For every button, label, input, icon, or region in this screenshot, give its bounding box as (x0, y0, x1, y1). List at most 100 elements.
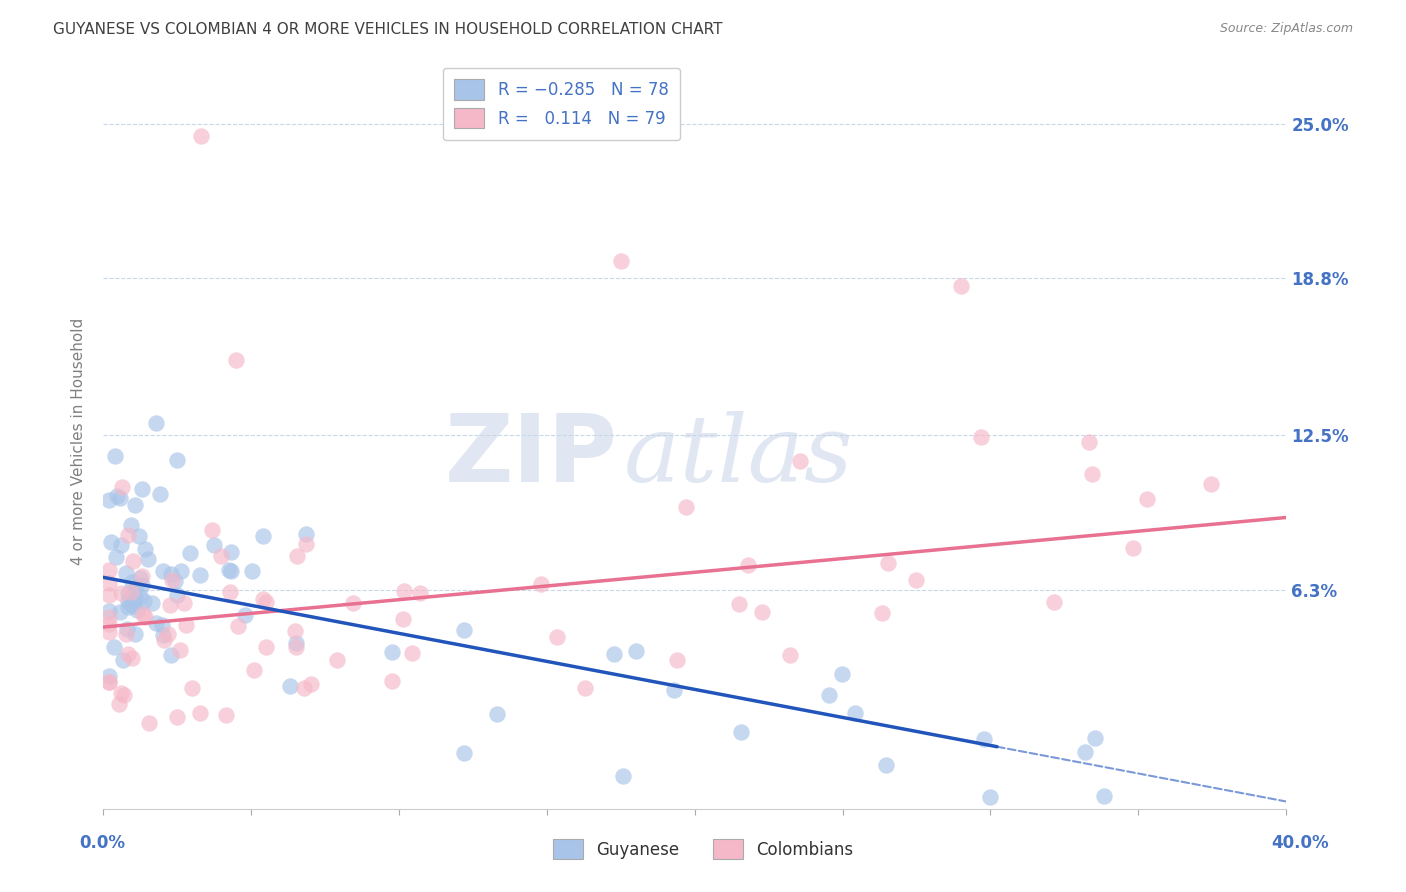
Point (108, 491, 131, 505)
Point (877, 556, 900, 570)
Point (132, 607, 155, 621)
Point (153, 632, 176, 647)
Point (453, 746, 475, 760)
Point (188, 568, 211, 582)
Point (201, 524, 224, 538)
Point (120, 584, 142, 599)
Point (1199, 477, 1222, 491)
Point (844, 706, 866, 720)
Text: 0.0%: 0.0% (80, 834, 125, 852)
Point (905, 573, 928, 587)
Point (103, 640, 125, 654)
Point (546, 630, 568, 644)
Point (283, 624, 305, 639)
Point (117, 585, 139, 599)
Point (159, 566, 181, 581)
Point (409, 586, 432, 600)
Point (215, 708, 238, 723)
Point (127, 603, 149, 617)
Point (152, 628, 174, 642)
Point (730, 725, 752, 739)
Point (1122, 541, 1144, 555)
Point (278, 679, 301, 693)
Point (97, 616, 120, 631)
Point (117, 593, 139, 607)
Point (603, 647, 626, 661)
Point (131, 569, 153, 583)
Y-axis label: 4 or more Vehicles in Household: 4 or more Vehicles in Household (72, 318, 86, 566)
Point (97, 674, 120, 689)
Point (97, 610, 120, 624)
Point (218, 584, 240, 599)
Point (218, 563, 240, 577)
Point (299, 677, 322, 691)
Point (209, 549, 232, 564)
Point (145, 416, 167, 430)
Point (728, 598, 751, 612)
Point (675, 500, 697, 514)
Point (831, 667, 853, 681)
Point (284, 636, 307, 650)
Point (751, 605, 773, 619)
Point (1092, 789, 1115, 803)
Point (179, 546, 201, 560)
Point (108, 697, 131, 711)
Point (97, 588, 120, 602)
Point (392, 583, 415, 598)
Point (121, 574, 143, 589)
Text: Source: ZipAtlas.com: Source: ZipAtlas.com (1219, 22, 1353, 36)
Point (381, 673, 404, 688)
Point (97, 575, 120, 590)
Point (979, 789, 1001, 804)
Point (1081, 467, 1104, 481)
Point (226, 618, 249, 632)
Point (254, 595, 277, 609)
Point (132, 593, 155, 607)
Point (124, 498, 146, 512)
Point (162, 573, 184, 587)
Point (225, 353, 247, 368)
Point (173, 596, 195, 610)
Point (128, 529, 150, 543)
Point (110, 538, 132, 552)
Point (128, 589, 150, 603)
Point (1136, 492, 1159, 507)
Point (779, 648, 801, 663)
Point (737, 558, 759, 573)
Point (129, 571, 152, 585)
Point (122, 592, 145, 607)
Point (181, 681, 204, 695)
Legend: R = −0.285   N = 78, R =   0.114   N = 79: R = −0.285 N = 78, R = 0.114 N = 79 (443, 68, 681, 140)
Point (97, 624, 120, 639)
Point (110, 686, 132, 700)
Point (202, 538, 225, 552)
Point (666, 652, 689, 666)
Point (294, 537, 316, 551)
Point (252, 592, 274, 607)
Point (626, 644, 648, 658)
Point (170, 564, 193, 578)
Point (292, 681, 315, 695)
Point (1084, 731, 1107, 746)
Point (117, 600, 139, 615)
Point (149, 487, 172, 501)
Point (875, 757, 897, 772)
Point (240, 564, 263, 578)
Point (169, 642, 191, 657)
Point (136, 552, 159, 566)
Point (108, 605, 131, 619)
Point (111, 653, 134, 667)
Text: 40.0%: 40.0% (1272, 834, 1329, 852)
Point (166, 589, 188, 603)
Point (160, 648, 183, 662)
Point (112, 689, 135, 703)
Point (817, 688, 839, 702)
Point (145, 615, 167, 630)
Point (342, 596, 364, 610)
Point (117, 528, 139, 542)
Point (104, 549, 127, 564)
Point (163, 574, 186, 588)
Point (117, 648, 139, 662)
Point (486, 706, 509, 721)
Point (115, 627, 138, 641)
